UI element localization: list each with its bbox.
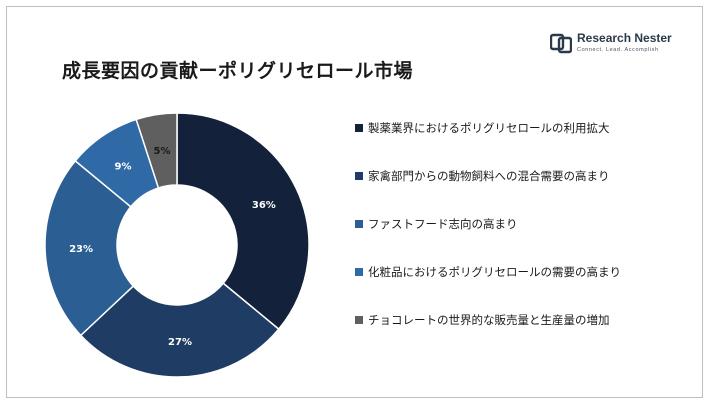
slice-value-label: 36% bbox=[252, 200, 276, 211]
donut-slice-2 bbox=[79, 282, 280, 378]
legend-label: ファストフード志向の高まり bbox=[368, 217, 518, 231]
legend-item: 製薬業界におけるポリグリセロールの利用拡大 bbox=[355, 120, 645, 136]
donut-slice-1 bbox=[176, 112, 310, 331]
legend-label: 化粧品におけるポリグリセロールの需要の高まり bbox=[368, 265, 621, 279]
donut-slice-5 bbox=[135, 112, 178, 189]
slice-value-label: 9% bbox=[115, 162, 132, 173]
legend-label: チョコレートの世界的な販売量と生産量の増加 bbox=[368, 313, 610, 327]
legend-swatch bbox=[355, 124, 363, 132]
research-nester-logo-icon bbox=[550, 33, 572, 54]
slice-value-label: 27% bbox=[168, 337, 192, 348]
slice-value-label: 5% bbox=[153, 146, 170, 157]
legend-swatch bbox=[355, 268, 363, 276]
legend-swatch bbox=[355, 316, 363, 324]
legend-item: 化粧品におけるポリグリセロールの需要の高まり bbox=[355, 264, 645, 280]
slice-value-label: 23% bbox=[69, 244, 93, 255]
legend-item: ファストフード志向の高まり bbox=[355, 216, 645, 232]
chart-title: 成長要因の貢献ーポリグリセロール市場 bbox=[62, 60, 414, 82]
logo-name: Research Nester bbox=[577, 31, 672, 45]
legend-item: チョコレートの世界的な販売量と生産量の増加 bbox=[355, 312, 645, 328]
logo-tagline: Connect. Lead. Accomplish bbox=[577, 47, 659, 53]
legend-item: 家禽部門からの動物飼料への混合需要の高まり bbox=[355, 168, 645, 184]
legend-label: 製薬業界におけるポリグリセロールの利用拡大 bbox=[368, 121, 610, 135]
donut-slice-3 bbox=[44, 159, 135, 337]
brand-logo: Research Nester Connect. Lead. Accomplis… bbox=[550, 30, 680, 60]
legend-label: 家禽部門からの動物飼料への混合需要の高まり bbox=[368, 169, 610, 183]
legend-swatch bbox=[355, 220, 363, 228]
legend-swatch bbox=[355, 172, 363, 180]
